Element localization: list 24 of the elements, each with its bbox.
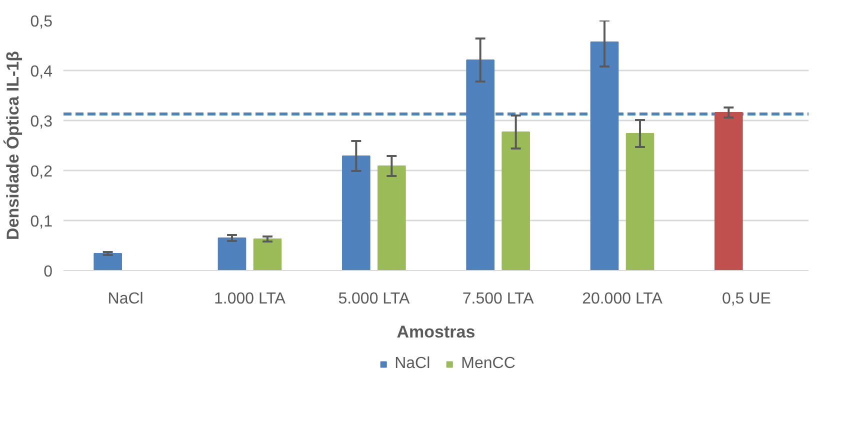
x-tick-label: 0,5 UE — [722, 290, 771, 308]
bar — [626, 133, 654, 270]
y-tick-label: 0,2 — [30, 164, 53, 180]
bar — [253, 238, 282, 270]
x-tick-label: 20.000 LTA — [582, 290, 663, 308]
bar — [342, 156, 370, 270]
y-tick-label: 0,1 — [30, 214, 53, 230]
bar — [714, 112, 743, 270]
bar — [94, 253, 122, 270]
y-tick-label: 0,3 — [30, 114, 53, 130]
y-tick-label: 0,5 — [30, 14, 53, 30]
x-tick-label: NaCl — [108, 290, 144, 308]
bar — [502, 132, 530, 270]
legend-label: NaCl — [394, 355, 430, 373]
legend-label: MenCC — [461, 355, 516, 373]
x-tick-label: 5.000 LTA — [338, 290, 410, 308]
bar — [378, 166, 406, 270]
y-tick-label: 0 — [44, 264, 53, 280]
x-tick-label: 7.500 LTA — [462, 290, 534, 308]
y-tick-label: 0,4 — [30, 64, 53, 80]
x-tick-label: 1.000 LTA — [214, 290, 286, 308]
x-axis-title: Amostras — [396, 322, 476, 342]
y-axis-title: Densidade Óptica IL-1β — [2, 51, 22, 240]
bar — [218, 238, 246, 270]
